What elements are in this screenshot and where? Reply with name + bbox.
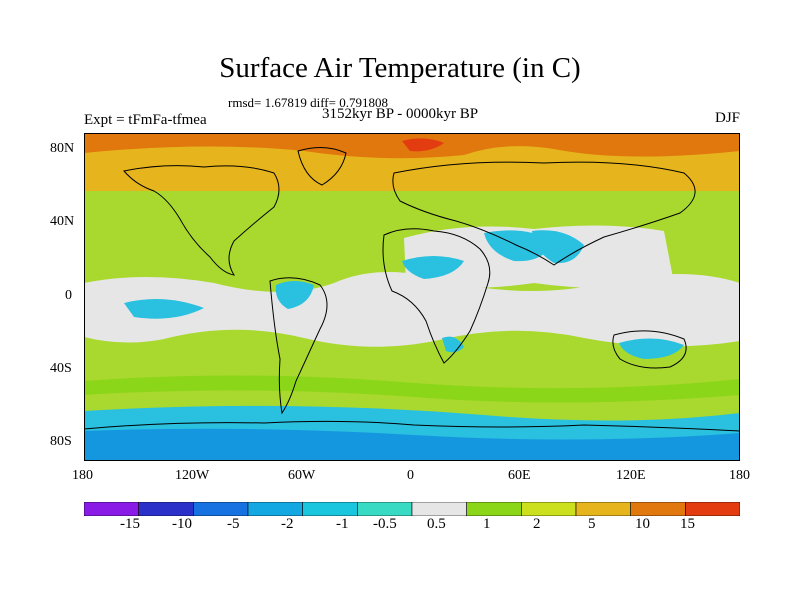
field-layers — [84, 133, 740, 461]
rmsd-diff-stats: rmsd= 1.67819 diff= 0.791808 — [228, 95, 388, 110]
field-subtropic-cool — [84, 375, 740, 403]
field-australia-cool — [619, 338, 684, 359]
lat-tick-80s: 80S — [50, 434, 72, 449]
coast-greenland — [297, 147, 347, 186]
colorbar-swatch — [193, 502, 249, 516]
lon-tick-120e: 120E — [616, 468, 646, 483]
colorbar-label: 1 — [483, 516, 491, 532]
field-hot-spot — [402, 138, 444, 152]
colorbar-label: -2 — [281, 516, 294, 532]
experiment-label: Expt = tFmFa-tfmea — [84, 112, 207, 128]
lon-tick-60w: 60W — [288, 468, 316, 483]
colorbar-swatch — [411, 502, 467, 516]
colorbar-swatch — [466, 502, 522, 516]
field-tropics-band — [84, 272, 740, 347]
field-amazon-cool — [275, 281, 314, 309]
period-label: 3152kyr BP - 0000kyr BP — [322, 106, 479, 122]
colorbar-swatch — [302, 502, 358, 516]
colorbar-label: 10 — [635, 516, 650, 532]
lat-tick-40s: 40S — [50, 361, 72, 376]
colorbar-label: 15 — [680, 516, 695, 532]
season-label: DJF — [714, 110, 740, 126]
colorbar-swatch — [521, 502, 577, 516]
coast-antarctica — [84, 420, 740, 432]
field-india-cool — [532, 230, 584, 264]
field-pacific-cool — [124, 299, 204, 319]
coastlines — [84, 147, 740, 432]
colorbar-label: -0.5 — [373, 516, 397, 532]
colorbar — [84, 502, 740, 516]
colorbar-label: 5 — [588, 516, 596, 532]
colorbar-label: 0.5 — [427, 516, 446, 532]
colorbar-swatch — [138, 502, 194, 516]
colorbar-swatch — [575, 502, 631, 516]
lon-tick-180e: 180 — [729, 468, 750, 483]
colorbar-label: 2 — [533, 516, 541, 532]
field-sahara-cool — [402, 256, 464, 279]
coast-africa-eurasia — [382, 228, 491, 364]
lat-tick-0: 0 — [65, 288, 72, 303]
colorbar-label: -5 — [227, 516, 240, 532]
lon-tick-60e: 60E — [508, 468, 531, 483]
colorbar-swatch — [247, 502, 303, 516]
map-frame — [84, 133, 740, 461]
lat-tick-40n: 40N — [50, 214, 75, 229]
lon-tick-120w: 120W — [175, 468, 210, 483]
colorbar-swatch — [685, 502, 740, 516]
field-madagascar-cool — [442, 336, 464, 353]
colorbar-label: -15 — [120, 516, 140, 532]
colorbar-label: -10 — [172, 516, 192, 532]
coast-north-america — [123, 165, 280, 276]
colorbar-label: -1 — [336, 516, 349, 532]
colorbar-swatch — [357, 502, 413, 516]
colorbar-swatch — [84, 502, 139, 516]
temperature-difference-map — [84, 133, 740, 461]
coast-australia — [612, 330, 687, 369]
lon-tick-180w: 180 — [72, 468, 93, 483]
lon-tick-0: 0 — [407, 468, 414, 483]
coast-south-america — [269, 277, 328, 415]
field-antarctic-cold — [84, 428, 740, 461]
lat-tick-80n: 80N — [50, 141, 75, 156]
coast-eurasia-north — [392, 161, 696, 266]
map-title: Surface Air Temperature (in C) — [219, 52, 581, 84]
colorbar-swatch — [630, 502, 686, 516]
